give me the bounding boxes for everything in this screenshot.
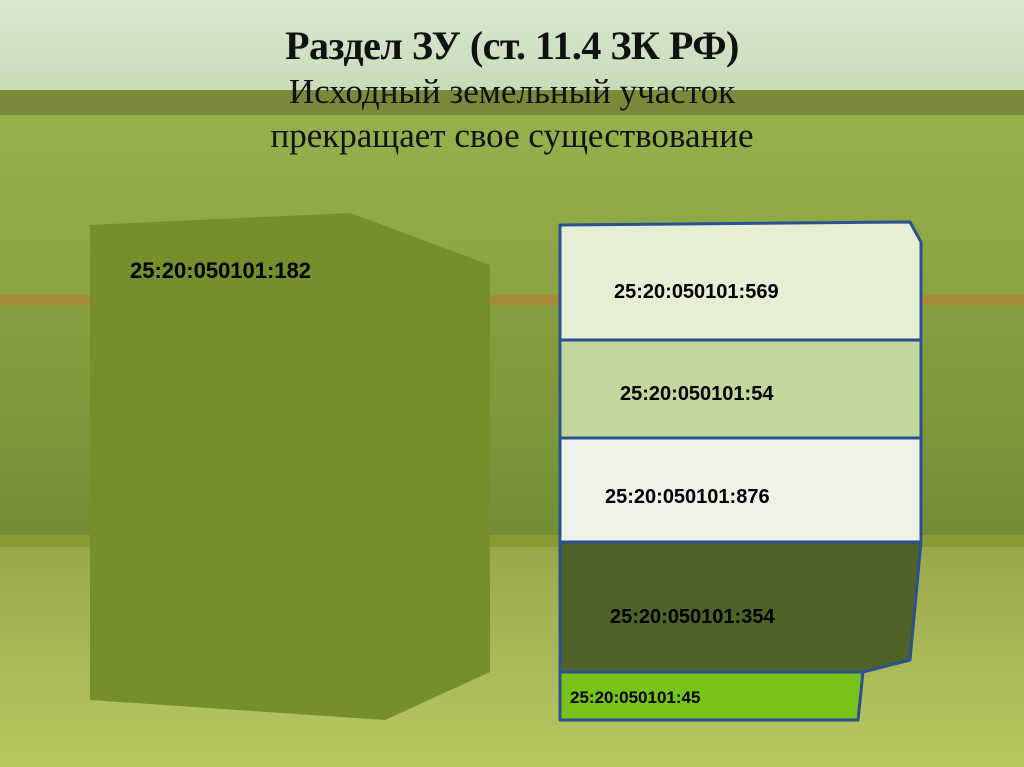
parcel-diagram: 25:20:050101:182 25:20:050101:569 25:20:05… bbox=[0, 0, 1024, 767]
sub-parcel-label-54: 25:20:050101:54 bbox=[620, 383, 774, 405]
sub-parcel-label-876: 25:20:050101:876 bbox=[605, 486, 770, 508]
sub-parcel-label-569: 25:20:050101:569 bbox=[614, 281, 779, 303]
source-parcel bbox=[90, 213, 490, 720]
sub-parcel-label-45: 25:20:050101:45 bbox=[570, 688, 700, 707]
source-parcel-label: 25:20:050101:182 bbox=[130, 258, 311, 283]
sub-parcel-label-354: 25:20:050101:354 bbox=[610, 606, 775, 628]
